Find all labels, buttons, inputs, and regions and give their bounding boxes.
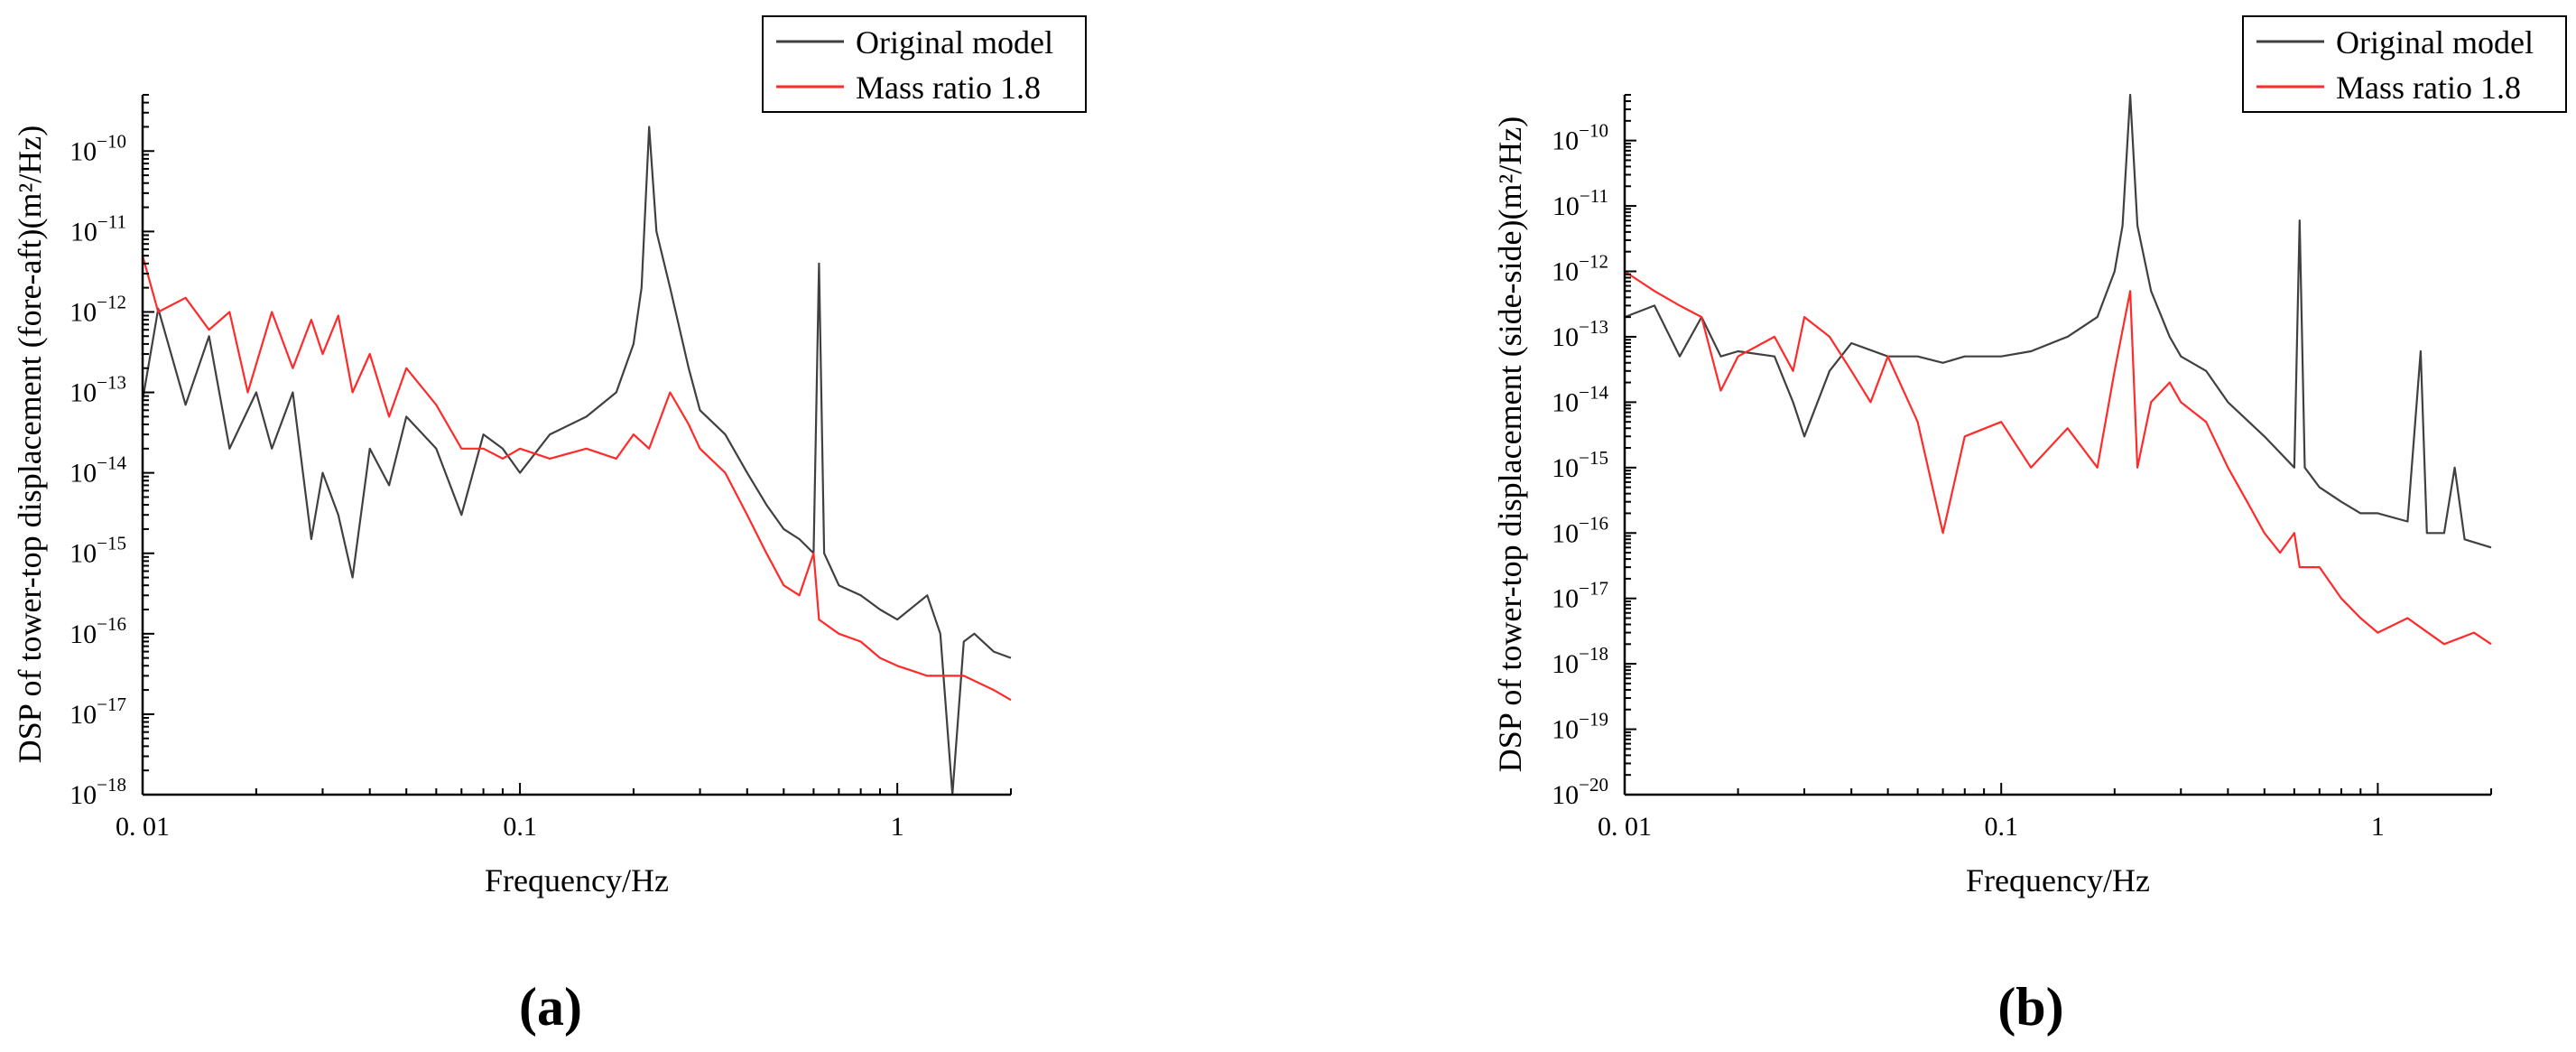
y-tick-label: 10−15 <box>1552 447 1608 483</box>
series-line-mass-ratio-b <box>1624 270 2492 646</box>
y-tick-label: 10−12 <box>1552 251 1608 287</box>
legend-label-original-a: Original model <box>856 24 1053 61</box>
y-tick-label: 10−20 <box>1552 774 1608 810</box>
y-tick-label: 10−13 <box>69 372 126 408</box>
series-line-original-b <box>1624 93 2492 549</box>
x-axis-label-a: Frequency/Hz <box>485 862 669 898</box>
x-tick-label: 0.1 <box>503 812 537 842</box>
series-line-mass-ratio-a <box>141 255 1012 702</box>
y-tick-label: 10−10 <box>1552 120 1608 156</box>
y-axis-label-a: DSP of tower-top displacement (fore-aft)… <box>12 126 48 764</box>
panel-a: 10−18 10−17 10−16 10−15 10−14 10−13 10−12 10−11… <box>12 15 1087 1037</box>
y-tick-label: 10−12 <box>69 291 126 327</box>
x-axis-label-b: Frequency/Hz <box>1966 862 2150 898</box>
legend-a: Original model Mass ratio 1.8 <box>762 15 1087 113</box>
y-tick-label: 10−19 <box>1552 709 1608 745</box>
x-tick-label: 0. 01 <box>1598 812 1652 842</box>
legend-label-mass-b: Mass ratio 1.8 <box>2336 70 2521 106</box>
plot-area-a <box>141 126 1012 796</box>
y-axis-label-b: DSP of tower-top displacement (side-side… <box>1492 116 1528 773</box>
x-ticks-a: 0. 01 0.1 1 <box>116 783 1012 842</box>
x-tick-label: 1 <box>2371 812 2385 842</box>
x-tick-label: 1 <box>891 812 904 842</box>
y-tick-label: 10−14 <box>69 452 126 489</box>
x-ticks-b: 0. 01 0.1 1 <box>1598 783 2492 842</box>
legend-label-mass-a: Mass ratio 1.8 <box>856 70 1041 106</box>
y-tick-label: 10−10 <box>69 130 126 166</box>
y-tick-label: 10−18 <box>1552 643 1608 679</box>
legend-label-original-b: Original model <box>2336 24 2534 61</box>
y-tick-label: 10−11 <box>1552 185 1608 221</box>
panel-label-a: (a) <box>519 977 582 1037</box>
y-tick-label: 10−14 <box>1552 381 1608 417</box>
y-tick-label: 10−18 <box>69 774 126 810</box>
legend-b: Original model Mass ratio 1.8 <box>2242 15 2567 113</box>
legend-box-b <box>2242 15 2567 113</box>
y-tick-label: 10−13 <box>1552 316 1608 352</box>
y-tick-label: 10−11 <box>70 210 126 247</box>
legend-box-a <box>762 15 1087 113</box>
y-ticks-a: 10−18 10−17 10−16 10−15 10−14 10−13 10−12 10−11… <box>69 94 154 810</box>
y-tick-label: 10−17 <box>1552 578 1608 614</box>
series-line-original-a <box>141 126 1012 796</box>
y-tick-label: 10−17 <box>69 694 126 730</box>
panel-b: 10−20 10−19 10−18 10−17 10−16 10−15 10−14 10−13… <box>1492 15 2567 1037</box>
x-tick-label: 0.1 <box>1984 812 2018 842</box>
y-tick-label: 10−16 <box>69 613 126 649</box>
y-ticks-b: 10−20 10−19 10−18 10−17 10−16 10−15 10−14 10−13… <box>1552 94 1636 810</box>
y-tick-label: 10−16 <box>1552 512 1608 548</box>
plot-area-b <box>1624 93 2492 646</box>
x-tick-label: 0. 01 <box>116 812 170 842</box>
panel-label-b: (b) <box>1997 977 2063 1037</box>
y-tick-label: 10−15 <box>69 533 126 569</box>
